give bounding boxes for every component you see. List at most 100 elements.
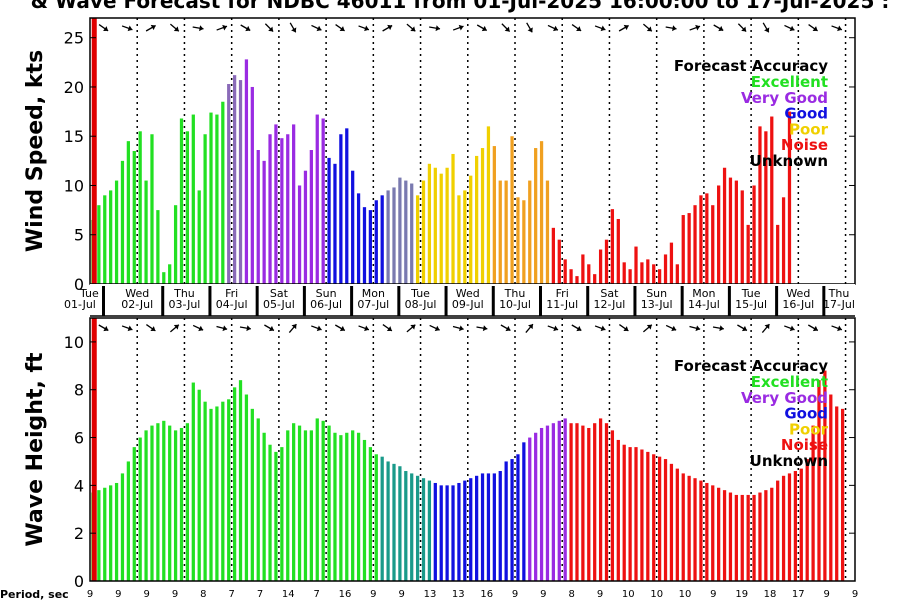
bar-1-2-7 [286, 134, 290, 284]
y-axis-label: Wind Speed, kts [23, 50, 48, 252]
bar-1-3-2 [339, 134, 343, 284]
bar-2-0-1 [97, 490, 101, 581]
bar-2-1-3 [398, 466, 402, 581]
day-separator [491, 286, 495, 316]
arrow-head [837, 325, 842, 332]
bar-2-1-7 [421, 478, 426, 581]
arrow-head [410, 26, 416, 32]
direction-arrow [98, 24, 109, 32]
direction-arrow [571, 24, 582, 32]
bar-1-7-1 [557, 239, 561, 284]
bar-2-0-26 [244, 394, 249, 581]
direction-arrow [784, 24, 795, 32]
bar-1-2-13 [321, 118, 325, 285]
bar-2-0-17 [191, 382, 195, 581]
bar-1-0-19 [203, 134, 207, 284]
bar-2-4-41 [811, 425, 815, 581]
period-value: 14 [282, 589, 295, 600]
bar-2-0-18 [197, 389, 201, 581]
day-separator [633, 286, 637, 316]
arrow-head [245, 25, 251, 32]
direction-arrow [358, 325, 370, 332]
period-value: 9 [852, 589, 858, 600]
period-value: 10 [679, 589, 692, 600]
bar-1-6-4 [516, 197, 520, 284]
arrow-head [789, 25, 795, 32]
direction-arrow [665, 25, 677, 32]
bar-1-6-7 [534, 148, 538, 284]
period-value: 9 [172, 589, 178, 600]
bar-2-0-21 [215, 406, 219, 581]
bar-2-4-11 [634, 447, 638, 581]
period-value: 9 [87, 589, 93, 600]
bar-2-2-5 [463, 480, 467, 581]
bar-2-4-30 [746, 494, 750, 581]
bar-1-5-12 [486, 126, 491, 285]
bar-1-7-17 [652, 264, 656, 284]
day-weekday: Thu [173, 287, 195, 300]
direction-arrow [335, 24, 345, 32]
bar-2-0-40 [327, 425, 331, 581]
arrow-head [246, 325, 251, 332]
arrow-head [553, 25, 558, 32]
bar-2-0-20 [209, 408, 213, 581]
direction-arrow [594, 325, 606, 332]
bar-1-7-9 [604, 239, 609, 284]
bar-1-7-12 [622, 262, 626, 284]
bar-1-7-8 [598, 249, 603, 284]
bar-2-0-22 [221, 401, 225, 581]
arrow-head [458, 24, 464, 31]
bar-2-4-27 [728, 492, 733, 581]
direction-arrow [358, 25, 370, 32]
arrow-head [576, 325, 582, 332]
arrow-head [222, 325, 228, 332]
bar-2-3-2 [539, 427, 544, 581]
bar-1-7-0 [551, 227, 555, 284]
bar-2-0-5 [120, 473, 125, 581]
arrow-head [268, 325, 274, 332]
arrow-head [150, 24, 156, 31]
day-date: 08-Jul [405, 298, 437, 311]
bar-1-2-6 [280, 138, 284, 284]
arrow-head [103, 325, 109, 332]
arrow-head [410, 324, 416, 330]
arrow-head [623, 24, 629, 31]
period-value: 18 [764, 589, 777, 600]
bar-2-4-8 [616, 439, 620, 581]
bar-1-7-14 [634, 246, 638, 284]
direction-arrow [665, 324, 677, 332]
day-weekday: Tue [410, 287, 430, 300]
bar-2-0-38 [315, 418, 319, 581]
bar-2-4-15 [657, 456, 662, 581]
bar-2-0-23 [227, 399, 231, 581]
bar-2-0-24 [232, 387, 237, 581]
bar-2-1-4 [404, 471, 408, 581]
period-value: 19 [735, 589, 748, 600]
arrow-head [695, 24, 700, 31]
day-date: 02-Jul [121, 298, 153, 311]
direction-arrow [311, 24, 322, 32]
bar-2-4-22 [699, 480, 703, 581]
day-date: 13-Jul [641, 298, 673, 311]
chart-title: & Wave Forecast for NDBC 46011 from 01-J… [31, 0, 890, 13]
bar-2-2-15 [522, 442, 526, 581]
arrow-head [222, 24, 227, 31]
bar-1-7-31 [734, 180, 738, 284]
direction-arrow [239, 325, 251, 332]
bar-2-0-25 [238, 380, 243, 581]
y-tick-label: 5 [74, 226, 84, 245]
direction-arrow [216, 325, 228, 332]
bar-2-0-31 [274, 451, 278, 581]
day-weekday: Thu [828, 287, 850, 300]
period-value: 9 [824, 589, 830, 600]
direction-arrow [712, 325, 724, 332]
bar-1-3-6 [362, 207, 367, 284]
bar-2-2-8 [480, 473, 485, 581]
direction-arrow [713, 24, 724, 32]
day-separator [350, 286, 354, 316]
day-weekday: Wed [125, 287, 149, 300]
y-tick-label: 10 [64, 176, 84, 195]
arrow-head [837, 25, 842, 32]
bar-2-0-34 [292, 423, 296, 581]
direction-arrow [169, 23, 180, 32]
